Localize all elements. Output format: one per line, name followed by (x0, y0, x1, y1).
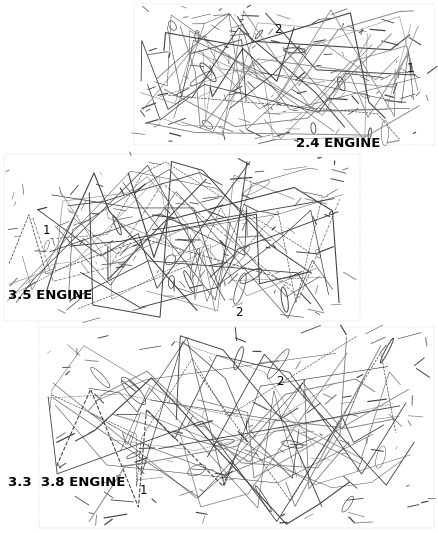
Text: 1: 1 (140, 484, 148, 497)
Text: 3.5 ENGINE: 3.5 ENGINE (8, 289, 92, 302)
Text: 2.4 ENGINE: 2.4 ENGINE (296, 138, 380, 150)
Text: 2: 2 (274, 23, 282, 36)
Text: 2: 2 (235, 306, 243, 319)
Text: 3.3  3.8 ENGINE: 3.3 3.8 ENGINE (8, 477, 125, 489)
Text: 1: 1 (406, 62, 414, 75)
Text: 1: 1 (42, 224, 50, 237)
Text: 2: 2 (276, 375, 283, 387)
